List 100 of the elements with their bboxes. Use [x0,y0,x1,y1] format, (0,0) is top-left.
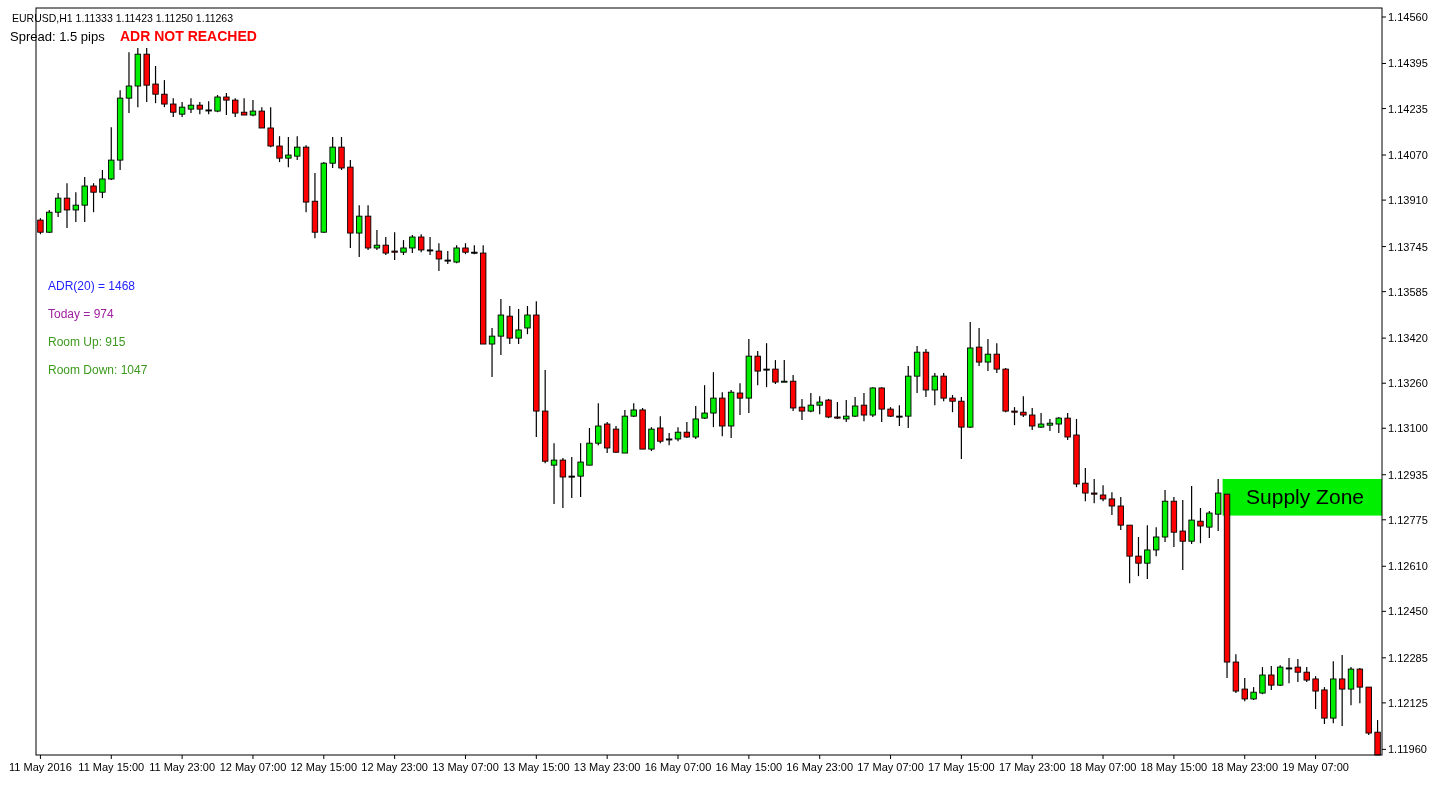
x-tick-label: 13 May 07:00 [432,761,499,773]
candlestick [1276,664,1284,687]
y-tick-label: 1.13100 [1388,422,1428,435]
annotation: ADR NOT REACHED [120,28,257,44]
candlestick [1285,657,1293,684]
x-tick-label: 16 May 15:00 [715,761,783,773]
candlestick [781,359,788,383]
x-tick-label: 11 May 2016 [9,761,72,773]
candlestick [524,305,531,335]
candlestick [1188,485,1195,545]
candlestick [1206,510,1213,539]
candlestick [125,51,133,114]
candlestick [294,135,301,161]
y-tick-label: 1.11960 [1388,743,1427,756]
candlestick [515,308,522,345]
candlestick [931,372,938,406]
candlestick [99,169,106,199]
candlestick [240,97,248,116]
candlestick [798,398,806,421]
x-tick-label: 16 May 07:00 [644,761,712,773]
y-tick-label: 1.13585 [1388,285,1428,298]
candlestick [913,345,921,394]
x-tick-label: 11 May 15:00 [78,761,145,773]
candlestick [249,99,257,117]
candlestick [816,395,823,415]
x-tick-label: 13 May 23:00 [573,761,641,773]
x-tick-label: 17 May 15:00 [928,761,995,773]
y-tick-label: 1.12935 [1388,468,1428,481]
candlestick [896,404,903,427]
candlestick [329,136,336,169]
candlestick [187,97,195,114]
x-tick-label: 12 May 23:00 [361,761,428,773]
candlestick [72,191,80,223]
x-tick-label: 11 May 23:00 [149,761,216,773]
candlestick [851,396,859,418]
y-tick-label: 1.13910 [1388,194,1428,207]
candlestick [373,229,381,251]
candlestick [170,97,177,118]
candlestick [1064,412,1071,441]
x-tick-label: 19 May 07:00 [1282,761,1349,773]
candlestick [338,136,345,171]
candlestick [267,106,274,148]
candlestick [683,421,691,439]
candlestick [1197,507,1204,544]
candlestick [356,204,363,258]
x-tick-label: 12 May 07:00 [219,761,287,773]
candlestick [1268,665,1275,691]
candlestick [1108,491,1116,516]
candlestick [984,338,992,372]
y-tick-label: 1.14070 [1388,149,1428,162]
candlestick [878,386,885,423]
x-tick-label: 17 May 07:00 [857,761,924,773]
candlestick [1135,536,1142,577]
candlestick [843,399,850,423]
y-tick-label: 1.14235 [1388,102,1428,115]
candlestick [940,372,947,402]
candlestick [1144,524,1151,580]
candlestick [391,231,398,261]
candlestick [860,392,868,422]
y-tick-label: 1.14395 [1388,57,1428,70]
candlestick [586,427,593,466]
candlestick [1259,666,1266,695]
candlestick [418,233,425,253]
annotation: Room Down: 1047 [48,363,148,377]
candlestick [488,327,496,378]
candlestick [710,371,717,428]
candlestick [1338,654,1346,727]
candlestick [1117,496,1124,531]
candlestick [736,382,744,416]
candlestick [1356,667,1364,704]
candlestick [506,305,513,345]
candlestick [550,442,558,505]
candlestick [1241,677,1248,702]
candlestick [1179,499,1186,571]
annotation: Room Up: 915 [48,335,126,349]
candlestick [497,298,505,356]
candlestick [1099,484,1107,502]
y-tick-label: 1.13420 [1388,332,1428,345]
candlestick [772,359,779,385]
candlestick [1029,407,1036,431]
candlestick [1082,467,1089,502]
x-tick-label: 18 May 23:00 [1211,761,1279,773]
candlestick [1020,395,1027,418]
candlestick [657,415,664,444]
x-tick-label: 17 May 23:00 [998,761,1066,773]
x-tick-label: 18 May 07:00 [1069,761,1137,773]
candlestick [54,192,62,218]
y-tick-label: 1.13745 [1388,240,1428,253]
y-tick-label: 1.12775 [1388,513,1428,526]
candlestick [1312,675,1319,710]
candlestick [595,402,602,446]
candlestick [603,421,611,454]
candlestick [1011,406,1018,426]
y-tick-label: 1.12450 [1388,605,1428,618]
annotation: ADR(20) = 1468 [48,279,136,293]
candlestick [1294,658,1302,683]
candlestick [612,425,620,454]
candlestick [258,106,265,129]
candlestick [382,236,389,256]
x-tick-label: 18 May 15:00 [1140,761,1208,773]
